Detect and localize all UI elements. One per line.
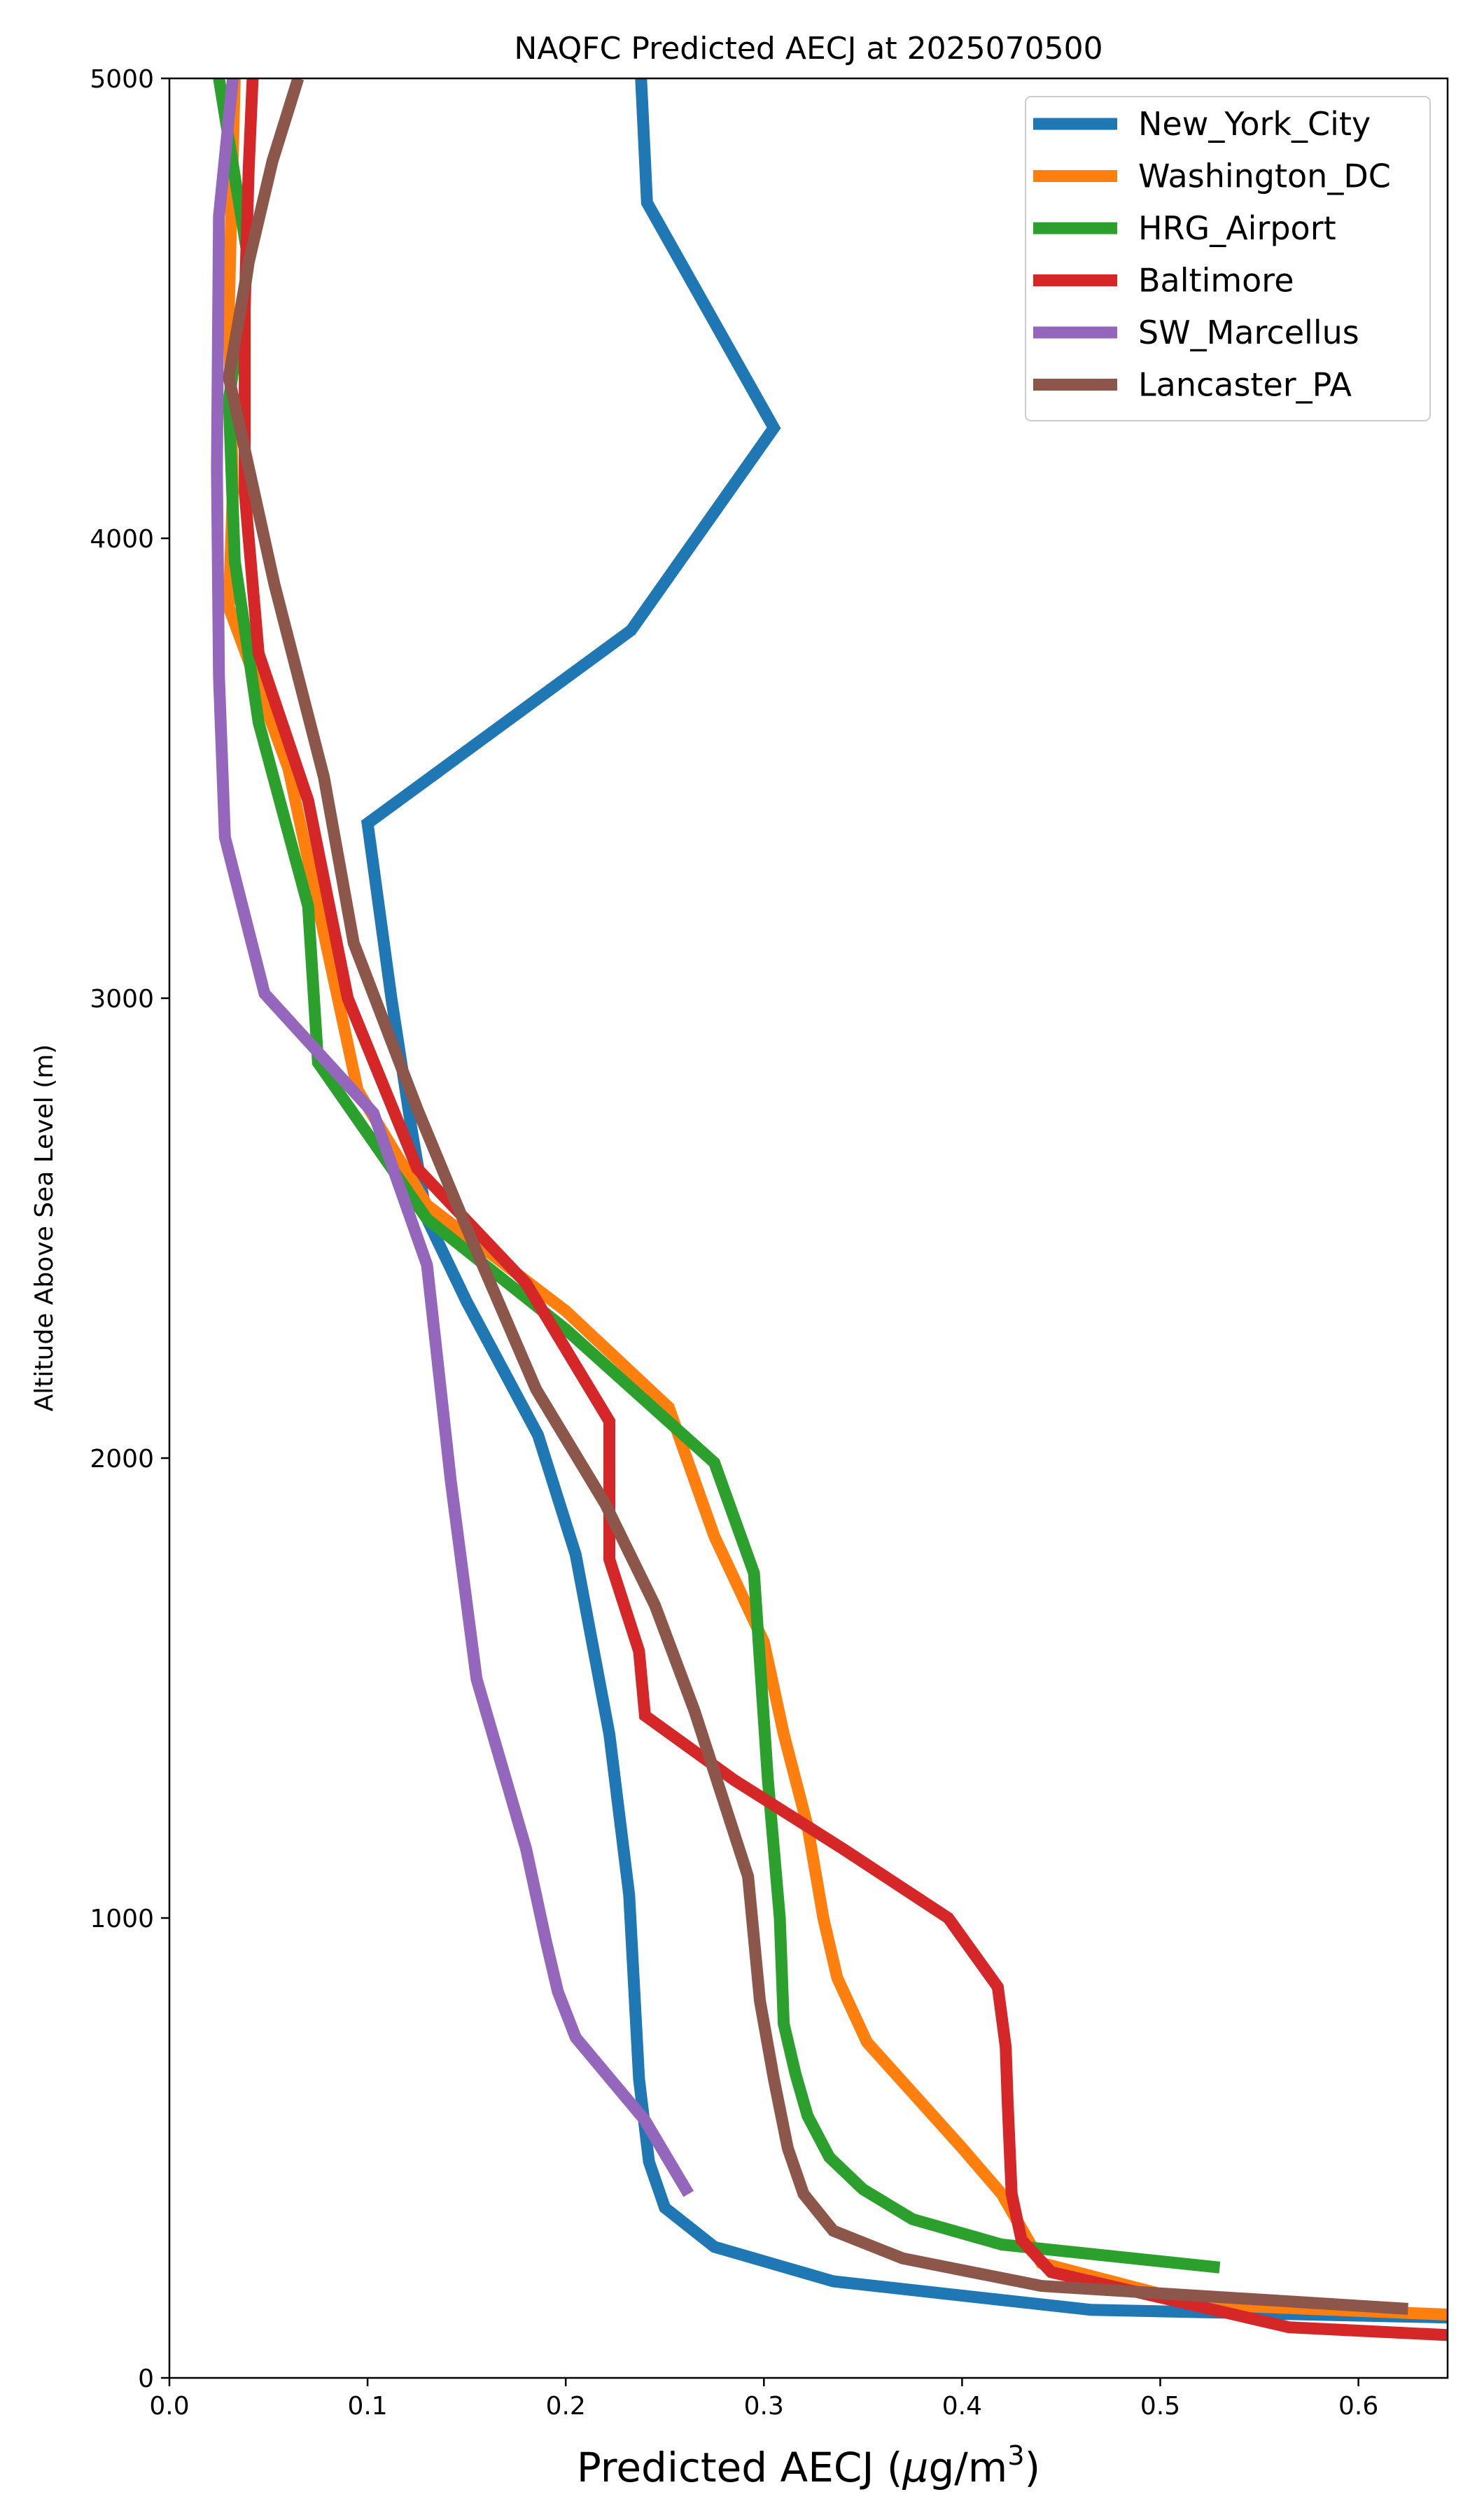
x-axis-label-close: )	[1025, 2444, 1041, 2491]
y-tick-label: 3000	[90, 985, 154, 1014]
x-tick-label: 0.0	[149, 2392, 189, 2421]
legend-label-washington-dc: Washington_DC	[1138, 158, 1391, 195]
legend: New_York_City Washington_DC HRG_Airport Bal…	[1025, 96, 1431, 421]
y-axis: 0 1000 2000 3000 4000 5000	[90, 65, 169, 2393]
x-tick-label: 0.3	[744, 2392, 784, 2421]
chart-title: NAQFC Predicted AECJ at 2025070500	[514, 31, 1102, 66]
legend-label-hrg-airport: HRG_Airport	[1138, 209, 1336, 247]
series-line-lancaster-pa	[223, 78, 1408, 2315]
y-tick-label: 5000	[90, 65, 154, 94]
y-tick-label: 2000	[90, 1445, 154, 1474]
series-line-new-york-city	[360, 78, 1448, 2324]
x-axis: 0.0 0.1 0.2 0.3 0.4 0.5 0.6	[149, 2378, 1378, 2421]
plot-area-frame	[168, 77, 1449, 2379]
x-tick-label: 0.1	[347, 2392, 387, 2421]
series-layer	[211, 78, 1448, 2342]
legend-frame	[1025, 96, 1431, 421]
y-axis-label: Altitude Above Sea Level (m)	[30, 1044, 59, 1412]
legend-label-baltimore: Baltimore	[1138, 262, 1294, 300]
series-line-hrg-airport	[213, 78, 1221, 2274]
legend-label-new-york-city: New_York_City	[1138, 105, 1371, 143]
x-axis-label: Predicted AECJ (μg/m3)	[577, 2440, 1040, 2491]
y-tick-label: 0	[138, 2365, 154, 2393]
legend-label-lancaster-pa: Lancaster_PA	[1138, 366, 1352, 404]
y-tick-label: 4000	[90, 525, 154, 554]
x-axis-label-superscript: 3	[1007, 2440, 1024, 2471]
y-tick-label: 1000	[90, 1905, 154, 1933]
x-tick-label: 0.5	[1140, 2392, 1180, 2421]
x-axis-label-unit: g/m	[928, 2444, 1007, 2491]
legend-label-sw-marcellus: SW_Marcellus	[1138, 314, 1359, 351]
x-tick-label: 0.6	[1338, 2392, 1378, 2421]
x-axis-label-mu: μ	[902, 2444, 929, 2491]
x-tick-label: 0.2	[546, 2392, 586, 2421]
x-axis-label-main: Predicted AECJ (	[577, 2444, 903, 2491]
x-tick-label: 0.4	[942, 2392, 982, 2421]
series-line-sw-marcellus	[211, 78, 694, 2197]
series-line-baltimore	[239, 78, 1448, 2342]
